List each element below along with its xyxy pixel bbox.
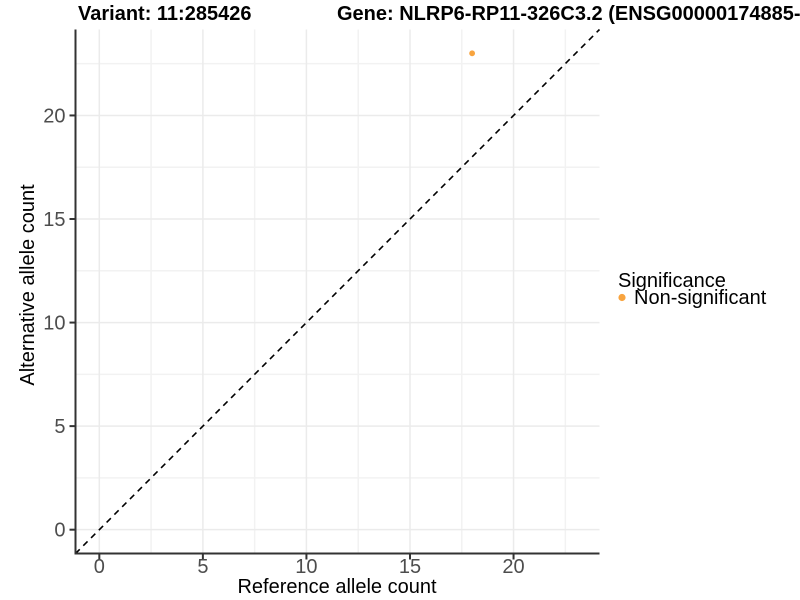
y-tick-label: 5 — [54, 416, 65, 438]
x-tick-label: 20 — [502, 556, 524, 578]
variant-title: Variant: 11:285426 — [78, 3, 251, 25]
y-tick-label: 20 — [43, 105, 65, 127]
x-tick-label: 10 — [295, 556, 317, 578]
y-tick-label: 15 — [43, 209, 65, 231]
x-tick-label: 15 — [399, 556, 421, 578]
legend-marker-non-significant-icon — [618, 293, 626, 302]
x-tick-label: 5 — [197, 556, 208, 578]
legend-label-non-significant: Non-significant — [634, 287, 767, 309]
legend: Significance Non-significant — [618, 270, 767, 309]
identity-line-layer — [74, 28, 601, 555]
identity-dashed-line — [74, 28, 601, 555]
axis-layer: 0 5 10 15 20 0 5 10 15 20 — [43, 29, 600, 578]
x-tick-label: 0 — [94, 556, 105, 578]
y-tick-label: 10 — [43, 313, 65, 335]
legend-title: Significance — [618, 270, 726, 292]
y-tick-label: 0 — [54, 520, 65, 542]
y-axis-title: Alternative allele count — [17, 184, 39, 386]
grid-layer — [75, 29, 600, 554]
data-point-layer — [469, 50, 476, 57]
gene-title: Gene: NLRP6-RP11-326C3.2 (ENSG0000017488… — [337, 3, 800, 25]
x-axis-title: Reference allele count — [237, 576, 436, 598]
data-point — [469, 50, 476, 57]
